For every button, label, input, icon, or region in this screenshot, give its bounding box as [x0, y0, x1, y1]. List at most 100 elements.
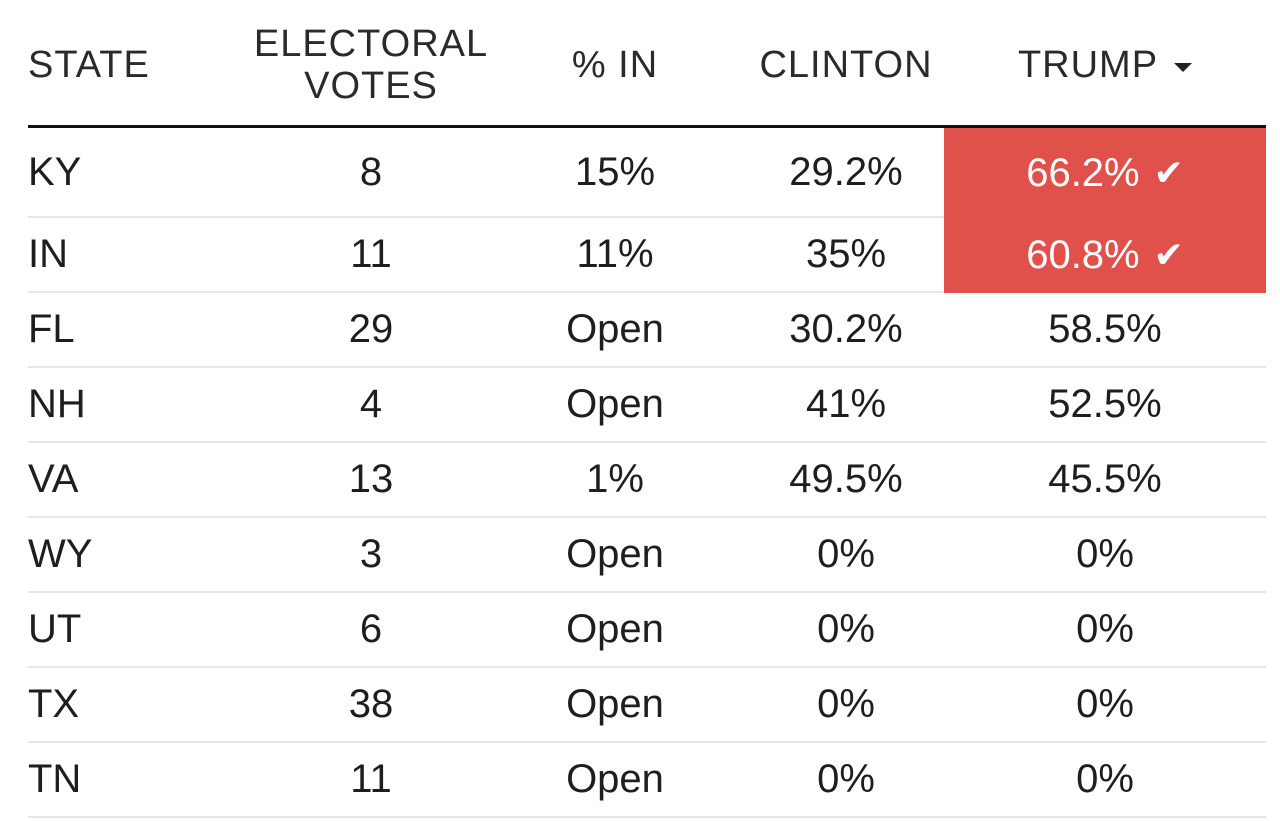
cell-state-value: UT — [28, 607, 82, 651]
cell-trump-value: 58.5% — [1048, 307, 1162, 351]
cell-clinton-value: 0% — [817, 757, 875, 801]
cell-electoral-votes-value: 3 — [359, 532, 383, 576]
cell-electoral-votes: 11 — [260, 218, 482, 291]
header-electoral-votes[interactable]: ELECTORAL VOTES — [254, 0, 487, 125]
cell-percent-in: Open — [482, 668, 748, 741]
cell-electoral-votes: 11 — [260, 743, 482, 816]
cell-trump: 60.8% ✔ — [944, 218, 1266, 293]
cell-state: WY — [28, 518, 260, 591]
cell-state-value: IN — [28, 232, 68, 276]
header-percent-in-label: % IN — [571, 43, 659, 86]
cell-trump: 66.2% ✔ — [944, 128, 1266, 218]
cell-electoral-votes: 8 — [260, 128, 482, 216]
table-row[interactable]: WY 3 Open 0% 0% — [28, 518, 1266, 593]
cell-percent-in-value: Open — [566, 682, 664, 726]
results-table: STATE ELECTORAL VOTES % IN CLINTON TRUMP… — [28, 0, 1266, 818]
cell-trump: 52.5% — [944, 368, 1266, 441]
cell-electoral-votes-value: 38 — [348, 682, 394, 726]
cell-percent-in: Open — [482, 518, 748, 591]
cell-clinton-value: 0% — [817, 532, 875, 576]
cell-trump-value: 60.8% — [1026, 233, 1140, 277]
table-row[interactable]: TX 38 Open 0% 0% — [28, 668, 1266, 743]
cell-trump: 0% — [944, 518, 1266, 591]
cell-electoral-votes-value: 4 — [359, 382, 383, 426]
table-body: KY 8 15% 29.2% 66.2% ✔ IN 11 11% 35% 60.8% ✔ FL 29 Ope… — [28, 128, 1266, 818]
cell-state: TX — [28, 668, 260, 741]
cell-clinton-value: 35% — [805, 232, 887, 276]
header-trump[interactable]: TRUMP — [944, 0, 1266, 125]
table-row[interactable]: KY 8 15% 29.2% 66.2% ✔ — [28, 128, 1266, 218]
header-state[interactable]: STATE — [28, 0, 260, 125]
cell-trump: 0% — [944, 593, 1266, 666]
cell-percent-in-value: 1% — [586, 457, 644, 501]
table-row[interactable]: TN 11 Open 0% 0% — [28, 743, 1266, 818]
cell-clinton: 0% — [748, 668, 944, 741]
cell-state-value: TN — [28, 757, 82, 801]
cell-electoral-votes-value: 29 — [348, 307, 394, 351]
checkmark-icon: ✔ — [1153, 152, 1184, 194]
cell-clinton: 29.2% — [748, 128, 944, 216]
cell-trump: 0% — [944, 743, 1266, 816]
table-row[interactable]: UT 6 Open 0% 0% — [28, 593, 1266, 668]
table-row[interactable]: NH 4 Open 41% 52.5% — [28, 368, 1266, 443]
cell-percent-in-value: Open — [566, 307, 664, 351]
cell-electoral-votes: 4 — [260, 368, 482, 441]
cell-electoral-votes: 3 — [260, 518, 482, 591]
header-trump-label: TRUMP — [1017, 43, 1159, 86]
cell-state-value: KY — [28, 149, 82, 194]
cell-trump-value: 66.2% — [1026, 150, 1140, 195]
cell-state-value: TX — [28, 682, 80, 726]
cell-state: KY — [28, 128, 260, 216]
cell-clinton: 0% — [748, 743, 944, 816]
cell-trump-value: 52.5% — [1048, 382, 1162, 426]
cell-percent-in-value: Open — [566, 757, 664, 801]
cell-electoral-votes-value: 11 — [350, 757, 392, 801]
cell-clinton: 49.5% — [748, 443, 944, 516]
cell-percent-in: 11% — [482, 218, 748, 291]
cell-percent-in: Open — [482, 593, 748, 666]
cell-clinton: 0% — [748, 593, 944, 666]
cell-state: VA — [28, 443, 260, 516]
table-row[interactable]: VA 13 1% 49.5% 45.5% — [28, 443, 1266, 518]
cell-state-value: NH — [28, 382, 86, 426]
cell-percent-in: Open — [482, 293, 748, 366]
cell-trump-value: 0% — [1076, 607, 1134, 651]
cell-percent-in: Open — [482, 743, 748, 816]
cell-electoral-votes-value: 11 — [350, 232, 392, 276]
cell-percent-in-value: Open — [566, 382, 664, 426]
cell-state-value: WY — [28, 532, 93, 576]
caret-down-icon[interactable] — [1174, 63, 1193, 72]
cell-trump-value: 0% — [1076, 532, 1134, 576]
cell-electoral-votes-value: 13 — [348, 457, 394, 501]
cell-state: TN — [28, 743, 260, 816]
cell-state-value: FL — [28, 307, 75, 351]
cell-clinton: 35% — [748, 218, 944, 291]
cell-percent-in-value: 15% — [574, 149, 656, 194]
cell-electoral-votes-value: 6 — [359, 607, 383, 651]
cell-clinton: 30.2% — [748, 293, 944, 366]
header-ev-line1: ELECTORAL — [253, 22, 489, 65]
cell-clinton-value: 0% — [817, 682, 875, 726]
cell-percent-in: 1% — [482, 443, 748, 516]
table-row[interactable]: FL 29 Open 30.2% 58.5% — [28, 293, 1266, 368]
cell-electoral-votes: 29 — [260, 293, 482, 366]
cell-trump: 58.5% — [944, 293, 1266, 366]
header-percent-in[interactable]: % IN — [482, 0, 748, 125]
cell-electoral-votes: 38 — [260, 668, 482, 741]
cell-percent-in-value: Open — [566, 607, 664, 651]
cell-state: UT — [28, 593, 260, 666]
header-state-label: STATE — [28, 43, 150, 86]
cell-clinton-value: 0% — [817, 607, 875, 651]
cell-state: IN — [28, 218, 260, 291]
cell-clinton-value: 30.2% — [789, 307, 903, 351]
cell-state-value: VA — [28, 457, 79, 501]
cell-clinton-value: 29.2% — [789, 149, 903, 194]
cell-percent-in: Open — [482, 368, 748, 441]
header-ev-line2: VOTES — [304, 64, 438, 107]
table-row[interactable]: IN 11 11% 35% 60.8% ✔ — [28, 218, 1266, 293]
cell-percent-in-value: 11% — [576, 232, 654, 276]
cell-electoral-votes-value: 8 — [359, 149, 383, 194]
table-header: STATE ELECTORAL VOTES % IN CLINTON TRUMP — [28, 0, 1266, 128]
cell-state: FL — [28, 293, 260, 366]
header-clinton[interactable]: CLINTON — [748, 0, 944, 125]
